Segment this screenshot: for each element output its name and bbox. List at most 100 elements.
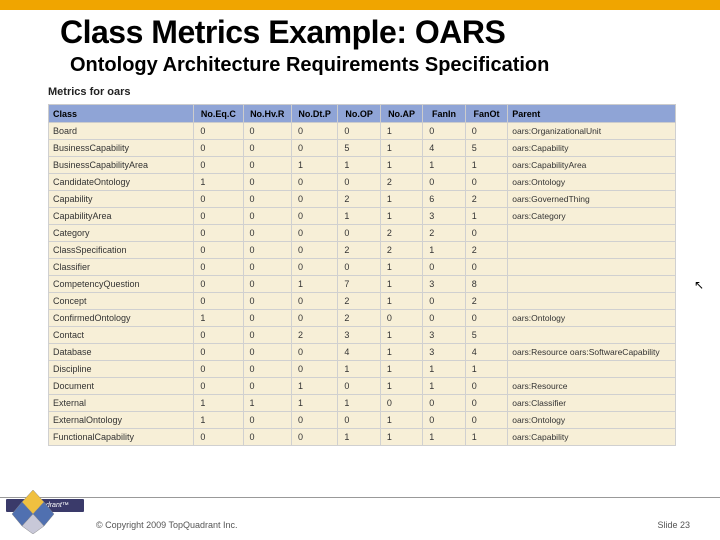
- cell-metric: 0: [243, 225, 291, 242]
- cell-parent: oars:Capability: [508, 140, 676, 157]
- table-row: Classifier0000100: [49, 259, 676, 276]
- cell-metric: 5: [338, 140, 380, 157]
- cell-class: Classifier: [49, 259, 194, 276]
- cell-metric: 1: [194, 310, 243, 327]
- cell-metric: 0: [291, 123, 337, 140]
- logo-diamond-icon: [10, 488, 56, 534]
- cell-metric: 0: [243, 140, 291, 157]
- cell-metric: 1: [380, 208, 422, 225]
- cell-parent: oars:GovernedThing: [508, 191, 676, 208]
- cell-metric: 0: [243, 259, 291, 276]
- cell-metric: 4: [465, 344, 507, 361]
- table-row: External1111000oars:Classifier: [49, 395, 676, 412]
- cell-metric: 0: [194, 191, 243, 208]
- table-row: CandidateOntology1000200oars:Ontology: [49, 174, 676, 191]
- cell-metric: 4: [423, 140, 465, 157]
- cell-metric: 1: [243, 395, 291, 412]
- cell-metric: 0: [194, 293, 243, 310]
- table-body: Board0000100oars:OrganizationalUnitBusin…: [49, 123, 676, 446]
- cell-metric: 1: [291, 378, 337, 395]
- cell-metric: 1: [465, 429, 507, 446]
- cell-metric: 2: [338, 242, 380, 259]
- cell-class: CompetencyQuestion: [49, 276, 194, 293]
- metrics-table-container: Class No.Eq.C No.Hv.R No.Dt.P No.OP No.A…: [48, 104, 676, 446]
- slide-subtitle: Ontology Architecture Requirements Speci…: [70, 54, 549, 77]
- cell-parent: [508, 259, 676, 276]
- cell-class: Document: [49, 378, 194, 395]
- cell-parent: oars:Ontology: [508, 412, 676, 429]
- cell-metric: 1: [338, 429, 380, 446]
- cell-class: BusinessCapabilityArea: [49, 157, 194, 174]
- cell-metric: 1: [465, 361, 507, 378]
- cell-class: Discipline: [49, 361, 194, 378]
- cell-metric: 1: [338, 208, 380, 225]
- cell-metric: 0: [194, 259, 243, 276]
- cell-metric: 0: [291, 191, 337, 208]
- cell-metric: 5: [465, 140, 507, 157]
- cell-metric: 1: [194, 395, 243, 412]
- cell-metric: 0: [243, 208, 291, 225]
- cell-class: ExternalOntology: [49, 412, 194, 429]
- cell-metric: 1: [338, 395, 380, 412]
- cell-metric: 0: [423, 123, 465, 140]
- cell-metric: 3: [423, 276, 465, 293]
- cell-metric: 1: [423, 378, 465, 395]
- cell-metric: 2: [465, 191, 507, 208]
- cell-metric: 0: [465, 123, 507, 140]
- slide-number: Slide 23: [657, 520, 690, 530]
- cell-metric: 0: [291, 225, 337, 242]
- table-row: BusinessCapability0005145oars:Capability: [49, 140, 676, 157]
- cell-metric: 0: [194, 378, 243, 395]
- cell-metric: 0: [194, 327, 243, 344]
- cell-metric: 0: [243, 344, 291, 361]
- cell-metric: 0: [291, 412, 337, 429]
- cell-metric: 0: [243, 276, 291, 293]
- cell-metric: 1: [423, 361, 465, 378]
- cell-metric: 0: [194, 157, 243, 174]
- cell-metric: 0: [380, 310, 422, 327]
- cell-metric: 1: [380, 361, 422, 378]
- cell-metric: 1: [423, 242, 465, 259]
- cell-class: ClassSpecification: [49, 242, 194, 259]
- cell-metric: 1: [291, 276, 337, 293]
- cell-metric: 1: [380, 191, 422, 208]
- cell-metric: 0: [465, 378, 507, 395]
- metrics-table: Class No.Eq.C No.Hv.R No.Dt.P No.OP No.A…: [48, 104, 676, 446]
- cell-metric: 1: [380, 429, 422, 446]
- cell-metric: 0: [194, 276, 243, 293]
- cell-parent: [508, 242, 676, 259]
- col-fanot: FanOt: [465, 105, 507, 123]
- cell-metric: 0: [465, 310, 507, 327]
- cell-metric: 1: [380, 344, 422, 361]
- cell-metric: 1: [465, 208, 507, 225]
- table-row: CompetencyQuestion0017138: [49, 276, 676, 293]
- cell-parent: oars:Classifier: [508, 395, 676, 412]
- cell-metric: 1: [194, 412, 243, 429]
- table-row: Capability0002162oars:GovernedThing: [49, 191, 676, 208]
- cell-metric: 8: [465, 276, 507, 293]
- cell-metric: 2: [291, 327, 337, 344]
- cell-metric: 1: [423, 429, 465, 446]
- cell-metric: 0: [243, 412, 291, 429]
- cell-metric: 0: [194, 208, 243, 225]
- table-row: BusinessCapabilityArea0011111oars:Capabi…: [49, 157, 676, 174]
- col-noeqc: No.Eq.C: [194, 105, 243, 123]
- cell-metric: 2: [338, 191, 380, 208]
- cell-metric: 0: [423, 293, 465, 310]
- cell-metric: 1: [380, 412, 422, 429]
- cell-metric: 0: [291, 242, 337, 259]
- cell-metric: 0: [194, 225, 243, 242]
- cell-metric: 1: [380, 123, 422, 140]
- cell-metric: 1: [380, 378, 422, 395]
- cell-metric: 0: [291, 259, 337, 276]
- cell-class: Board: [49, 123, 194, 140]
- cell-metric: 0: [423, 412, 465, 429]
- cell-class: Capability: [49, 191, 194, 208]
- cell-metric: 3: [338, 327, 380, 344]
- cursor-icon: ↖: [694, 278, 704, 292]
- cell-metric: 1: [423, 157, 465, 174]
- cell-metric: 1: [338, 361, 380, 378]
- table-row: FunctionalCapability0001111oars:Capabili…: [49, 429, 676, 446]
- cell-metric: 1: [380, 140, 422, 157]
- cell-parent: [508, 225, 676, 242]
